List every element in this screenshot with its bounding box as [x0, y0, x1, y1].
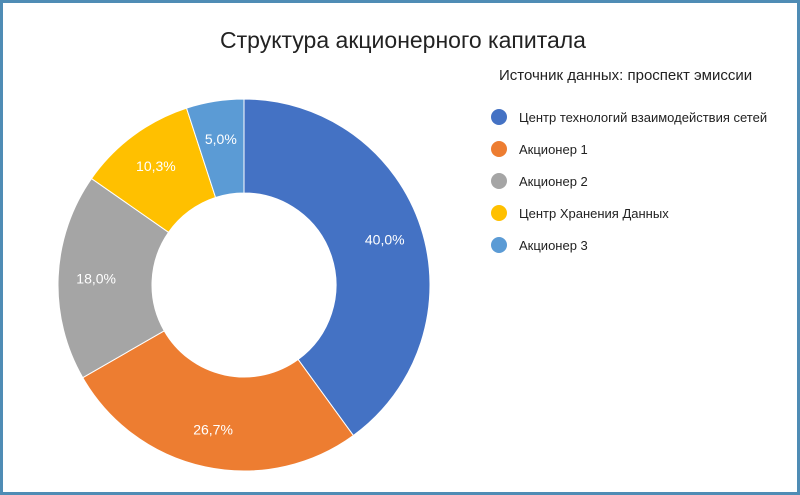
legend-item-5: Акционер 3 [491, 229, 767, 261]
legend-label: Акционер 1 [519, 141, 588, 157]
chart-title: Структура акционерного капитала [220, 27, 586, 53]
slice-5 [185, 98, 245, 199]
slice-label-2: 26,7% [193, 422, 233, 438]
legend: Центр технологий взаимодействия сетей Акц… [491, 101, 767, 261]
legend-item-2: Акционер 1 [491, 133, 767, 165]
legend-item-4: Центр Хранения Данных [491, 197, 767, 229]
slice-label-1: 40,0% [365, 231, 405, 247]
legend-item-1: Центр технологий взаимодействия сетей [491, 101, 767, 133]
legend-label: Центр Хранения Данных [519, 205, 669, 221]
legend-swatch-icon [491, 109, 507, 125]
legend-title: Источник данных: проспект эмиссии [499, 67, 753, 84]
legend-swatch-icon [491, 173, 507, 189]
slice-1 [243, 98, 431, 437]
slice-label-3: 18,0% [76, 270, 116, 286]
slice-2 [82, 330, 355, 472]
legend-label: Центр технологий взаимодействия сетей [519, 109, 768, 125]
legend-swatch-icon [491, 237, 507, 253]
slice-3 [57, 177, 170, 379]
slice-label-4: 10,3% [136, 158, 176, 174]
legend-label: Акционер 2 [519, 173, 588, 189]
legend-swatch-icon [491, 141, 507, 157]
slice-label-5: 5,0% [205, 131, 237, 147]
legend-item-3: Акционер 2 [491, 165, 767, 197]
legend-swatch-icon [491, 205, 507, 221]
legend-label: Акционер 3 [519, 237, 588, 253]
